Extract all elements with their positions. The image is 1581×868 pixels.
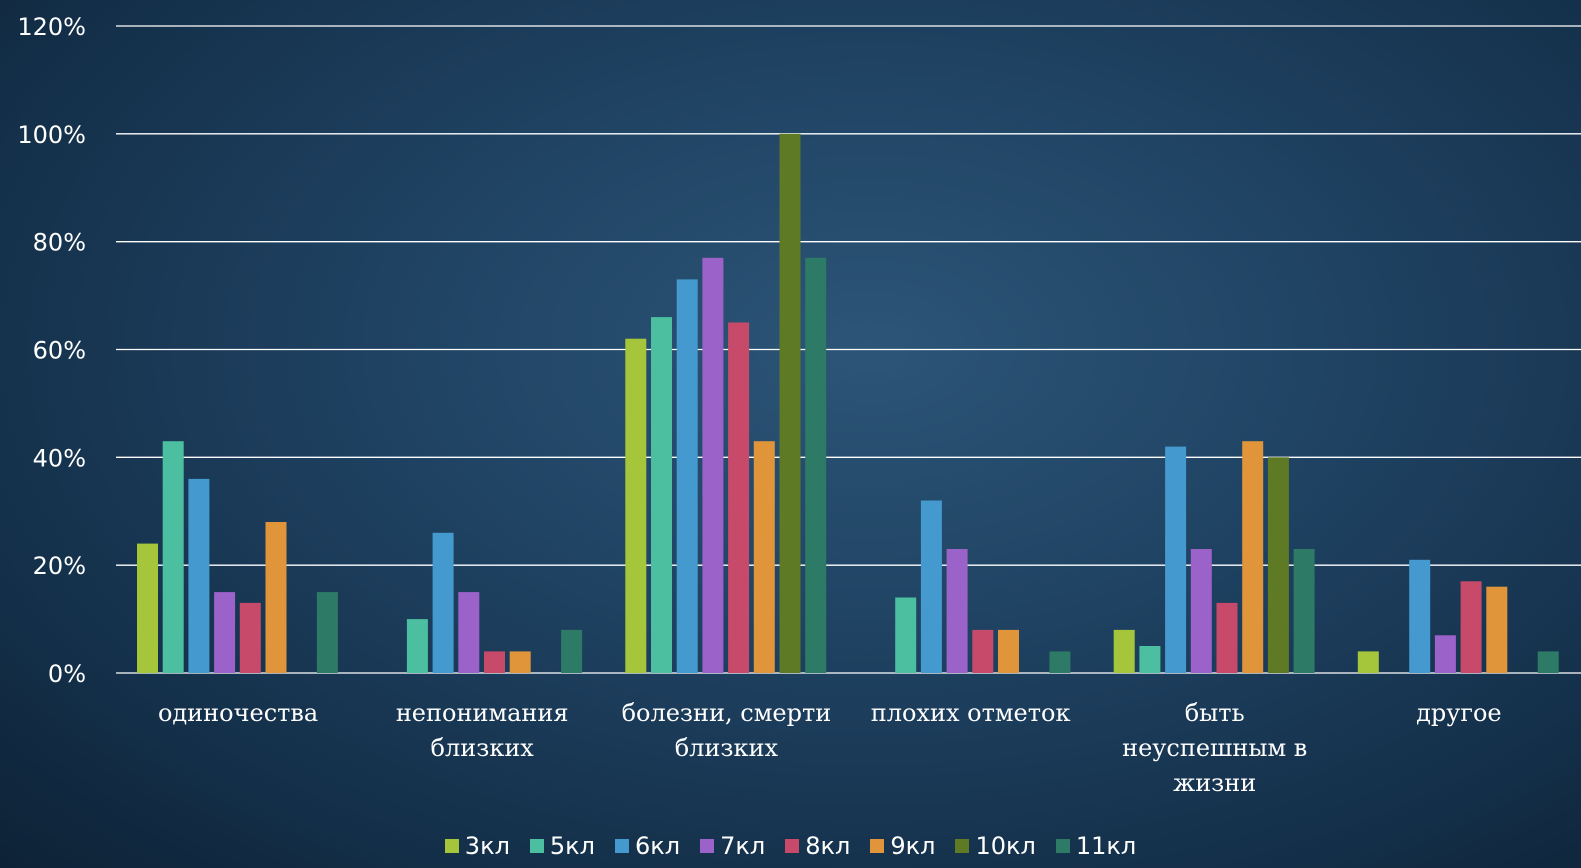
category-label: болезни, смерти близких: [622, 699, 832, 762]
bar-9кл-5: [1486, 586, 1508, 673]
category-label-line: плохих отметок: [871, 699, 1071, 727]
legend-label: 10кл: [975, 832, 1036, 860]
bar-8кл-3: [972, 629, 994, 673]
legend-label: 7кл: [720, 832, 766, 860]
category-label: другое: [1416, 699, 1502, 727]
gridlines: [116, 25, 1581, 674]
bar-11кл-3: [1049, 651, 1071, 673]
bar-8кл-4: [1216, 602, 1238, 673]
bar-6кл-5: [1409, 559, 1431, 673]
bar-8кл-1: [484, 651, 505, 673]
bar-3кл-0: [137, 543, 158, 673]
bar-10кл-4: [1267, 457, 1289, 673]
bar-3кл-4: [1113, 629, 1135, 673]
legend-label: 8кл: [805, 832, 851, 860]
legend-label: 5кл: [549, 832, 596, 860]
category-label: плохих отметок: [871, 699, 1071, 727]
legend-swatch: [785, 839, 800, 853]
bar-11кл-4: [1293, 549, 1315, 673]
bar-5кл-2: [651, 317, 672, 673]
legend-swatch: [444, 839, 459, 853]
category-label-line: неуспешным в: [1122, 734, 1307, 762]
bar-6кл-3: [920, 500, 942, 673]
bar-6кл-1: [432, 532, 454, 673]
category-label-line: близких: [675, 734, 779, 762]
bar-9кл-2: [753, 441, 775, 673]
category-label-line: одиночества: [158, 699, 318, 727]
category-label-line: быть: [1185, 699, 1245, 727]
bar-6кл-4: [1165, 446, 1187, 673]
bar-11кл-1: [561, 629, 583, 673]
bar-8кл-2: [728, 322, 750, 673]
y-tick-label: 120%: [17, 13, 86, 41]
bar-7кл-1: [458, 592, 480, 673]
bar-3кл-5: [1357, 651, 1379, 673]
legend-swatch: [955, 839, 970, 853]
category-label-line: другое: [1416, 699, 1502, 727]
legend-label: 6кл: [635, 832, 681, 860]
legend-item: 6кл: [615, 832, 680, 860]
legend-swatch: [529, 839, 544, 853]
bar-11кл-5: [1537, 651, 1559, 673]
bar-7кл-5: [1434, 635, 1456, 673]
bar-9кл-4: [1242, 441, 1264, 673]
legend-item: 11кл: [1055, 832, 1137, 860]
bar-6кл-0: [188, 478, 210, 673]
legend-label: 3кл: [464, 832, 510, 860]
bar-7кл-0: [214, 592, 236, 673]
legend-swatch: [700, 839, 715, 853]
y-tick-label: 60%: [33, 337, 86, 365]
category-label-line: болезни, смерти: [622, 699, 832, 727]
y-axis-tick-labels: 0% 20% 40% 60% 80% 100% 120%: [17, 13, 86, 688]
legend-item: 7кл: [700, 832, 765, 860]
bar-5кл-4: [1139, 646, 1161, 673]
bar-9кл-0: [265, 522, 287, 673]
bar-chart: 0% 20% 40% 60% 80% 100% 120% одиночества непони…: [17, 13, 1581, 797]
category-label: непонимания близких: [396, 699, 569, 762]
bar-11кл-0: [316, 592, 338, 673]
bar-5кл-3: [895, 597, 917, 673]
category-label: одиночества: [158, 699, 318, 727]
bar-6кл-2: [676, 279, 698, 673]
bar-7кл-4: [1190, 549, 1212, 673]
bar-8кл-5: [1460, 581, 1482, 673]
legend-item: 9кл: [870, 832, 935, 860]
bars: [137, 133, 1559, 674]
legend-item: 8кл: [785, 832, 850, 860]
legend-swatch: [615, 839, 630, 853]
legend-swatch: [1055, 839, 1070, 853]
legend-item: 3кл: [444, 832, 510, 860]
legend: 3кл 5кл 6кл 7кл 8кл 9кл 10кл 11кл: [0, 828, 1581, 864]
bar-8кл-0: [239, 602, 261, 673]
bar-9кл-3: [998, 629, 1019, 673]
category-label: быть неуспешным в жизни: [1122, 699, 1307, 797]
legend-item: 10кл: [955, 832, 1036, 860]
bar-7кл-2: [702, 257, 724, 673]
y-tick-label: 0%: [48, 660, 86, 688]
category-label-line: непонимания: [396, 699, 569, 727]
y-tick-label: 20%: [33, 552, 86, 580]
category-label-line: близких: [431, 734, 535, 762]
legend-label: 11кл: [1075, 832, 1137, 860]
bar-10кл-2: [779, 133, 801, 674]
bar-5кл-1: [406, 619, 428, 673]
bar-11кл-2: [805, 257, 827, 673]
category-label-line: жизни: [1173, 769, 1256, 797]
legend-swatch: [870, 839, 885, 853]
legend-label: 9кл: [890, 832, 936, 860]
y-tick-label: 40%: [33, 444, 86, 472]
bar-7кл-3: [946, 549, 968, 673]
y-tick-label: 80%: [33, 229, 86, 257]
y-tick-label: 100%: [17, 121, 86, 149]
legend-item: 5кл: [529, 832, 596, 860]
bar-5кл-0: [162, 441, 184, 673]
bar-9кл-1: [509, 651, 531, 673]
bar-3кл-2: [625, 338, 647, 673]
